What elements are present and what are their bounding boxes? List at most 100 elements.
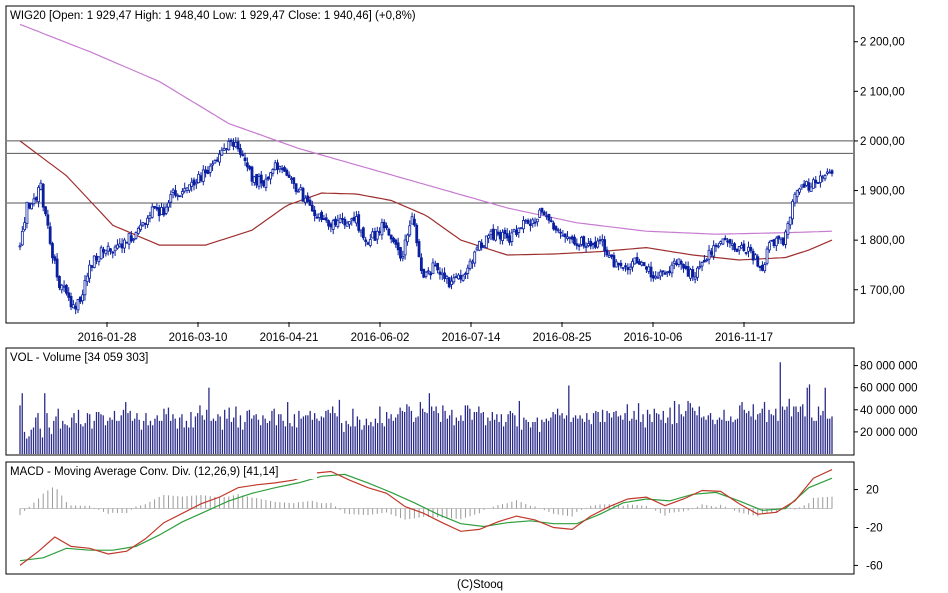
candle-body bbox=[589, 240, 593, 247]
candle-body bbox=[529, 223, 532, 226]
candle-body bbox=[714, 244, 718, 247]
candle-body bbox=[250, 166, 254, 182]
candle-body bbox=[489, 230, 493, 235]
candle-body bbox=[677, 258, 681, 265]
candle-body bbox=[329, 223, 333, 228]
candle-body bbox=[315, 216, 319, 219]
candle-body bbox=[554, 226, 558, 231]
candle-body bbox=[232, 141, 235, 147]
candle-body bbox=[612, 255, 616, 267]
candle-body bbox=[322, 218, 326, 220]
candle-body bbox=[183, 188, 187, 192]
candle-body bbox=[642, 262, 646, 266]
candle-body bbox=[707, 249, 711, 260]
candle-body bbox=[424, 271, 428, 277]
candle-body bbox=[663, 272, 667, 275]
candle-body bbox=[220, 149, 224, 156]
candle-body bbox=[150, 206, 154, 218]
candle-body bbox=[533, 221, 537, 224]
candle-body bbox=[477, 241, 481, 251]
candle-body bbox=[273, 162, 277, 171]
candle-body bbox=[303, 197, 307, 203]
candle-body bbox=[700, 262, 704, 267]
candle-body bbox=[67, 292, 71, 298]
x-tick-label: 2016-03-10 bbox=[169, 332, 228, 344]
candle-body bbox=[607, 254, 611, 258]
candle-body bbox=[508, 235, 511, 243]
candle-body bbox=[807, 182, 811, 191]
candle-body bbox=[582, 236, 586, 247]
candle-body bbox=[25, 201, 29, 224]
candle-body bbox=[113, 246, 117, 252]
candle-body bbox=[705, 259, 709, 262]
candle-body bbox=[814, 179, 818, 184]
candle-body bbox=[262, 180, 266, 187]
candle-body bbox=[264, 178, 268, 188]
candle-body bbox=[484, 235, 488, 249]
candle-body bbox=[577, 244, 581, 247]
candle-body bbox=[763, 264, 767, 272]
candle-body bbox=[431, 262, 435, 275]
candle-body bbox=[55, 258, 59, 278]
candle-body bbox=[450, 280, 453, 286]
candle-body bbox=[823, 175, 827, 180]
price-y-tick-label: 1 900,00 bbox=[860, 186, 905, 198]
price-y-tick-label: 1 800,00 bbox=[860, 235, 905, 247]
candle-body bbox=[320, 211, 324, 220]
macd-y-tick-label: 20 bbox=[866, 485, 879, 497]
candle-body bbox=[812, 179, 815, 189]
candle-body bbox=[308, 199, 312, 206]
candle-body bbox=[215, 159, 219, 162]
candle-body bbox=[171, 189, 175, 193]
candle-body bbox=[805, 181, 808, 186]
candle-body bbox=[364, 239, 368, 242]
candle-body bbox=[445, 276, 449, 280]
candle-body bbox=[767, 242, 771, 251]
candle-body bbox=[352, 216, 356, 221]
candle-body bbox=[204, 169, 208, 174]
candle-body bbox=[354, 216, 358, 224]
candle-body bbox=[658, 271, 662, 277]
candle-body bbox=[693, 276, 697, 280]
candle-body bbox=[461, 275, 465, 281]
candle-body bbox=[331, 220, 335, 230]
candle-body bbox=[498, 232, 502, 240]
moving-average-long-line bbox=[19, 23, 833, 235]
candle-body bbox=[781, 237, 785, 246]
candle-body bbox=[280, 168, 284, 170]
candle-body bbox=[698, 266, 702, 269]
candle-body bbox=[737, 246, 741, 251]
candle-body bbox=[192, 179, 196, 186]
candle-body bbox=[313, 209, 317, 217]
candle-body bbox=[447, 277, 451, 288]
candle-body bbox=[97, 256, 101, 262]
candle-body bbox=[190, 181, 194, 187]
candle-body bbox=[392, 237, 395, 243]
candle-body bbox=[380, 222, 384, 236]
candle-body bbox=[656, 276, 660, 279]
candle-body bbox=[779, 237, 783, 241]
candle-body bbox=[754, 254, 757, 260]
candle-body bbox=[136, 227, 140, 234]
macd-line bbox=[19, 469, 833, 566]
candle-body bbox=[245, 162, 249, 168]
candle-body bbox=[744, 252, 748, 254]
price-plot bbox=[7, 23, 853, 315]
candle-body bbox=[452, 277, 456, 283]
footer-credit: (C)Stooq bbox=[457, 579, 503, 591]
candle-body bbox=[53, 256, 57, 261]
candle-body bbox=[651, 275, 655, 279]
candle-body bbox=[123, 239, 126, 249]
x-tick-label: 2016-08-25 bbox=[533, 332, 592, 344]
candle-body bbox=[37, 187, 40, 203]
candle-body bbox=[719, 241, 723, 244]
candle-body bbox=[633, 257, 637, 265]
candle-body bbox=[167, 202, 170, 208]
candle-body bbox=[201, 169, 205, 182]
candle-body bbox=[672, 260, 676, 264]
candle-body bbox=[178, 195, 182, 198]
candle-body bbox=[199, 175, 203, 182]
candle-body bbox=[761, 264, 764, 271]
candle-body bbox=[600, 239, 604, 242]
candle-body bbox=[185, 187, 189, 191]
